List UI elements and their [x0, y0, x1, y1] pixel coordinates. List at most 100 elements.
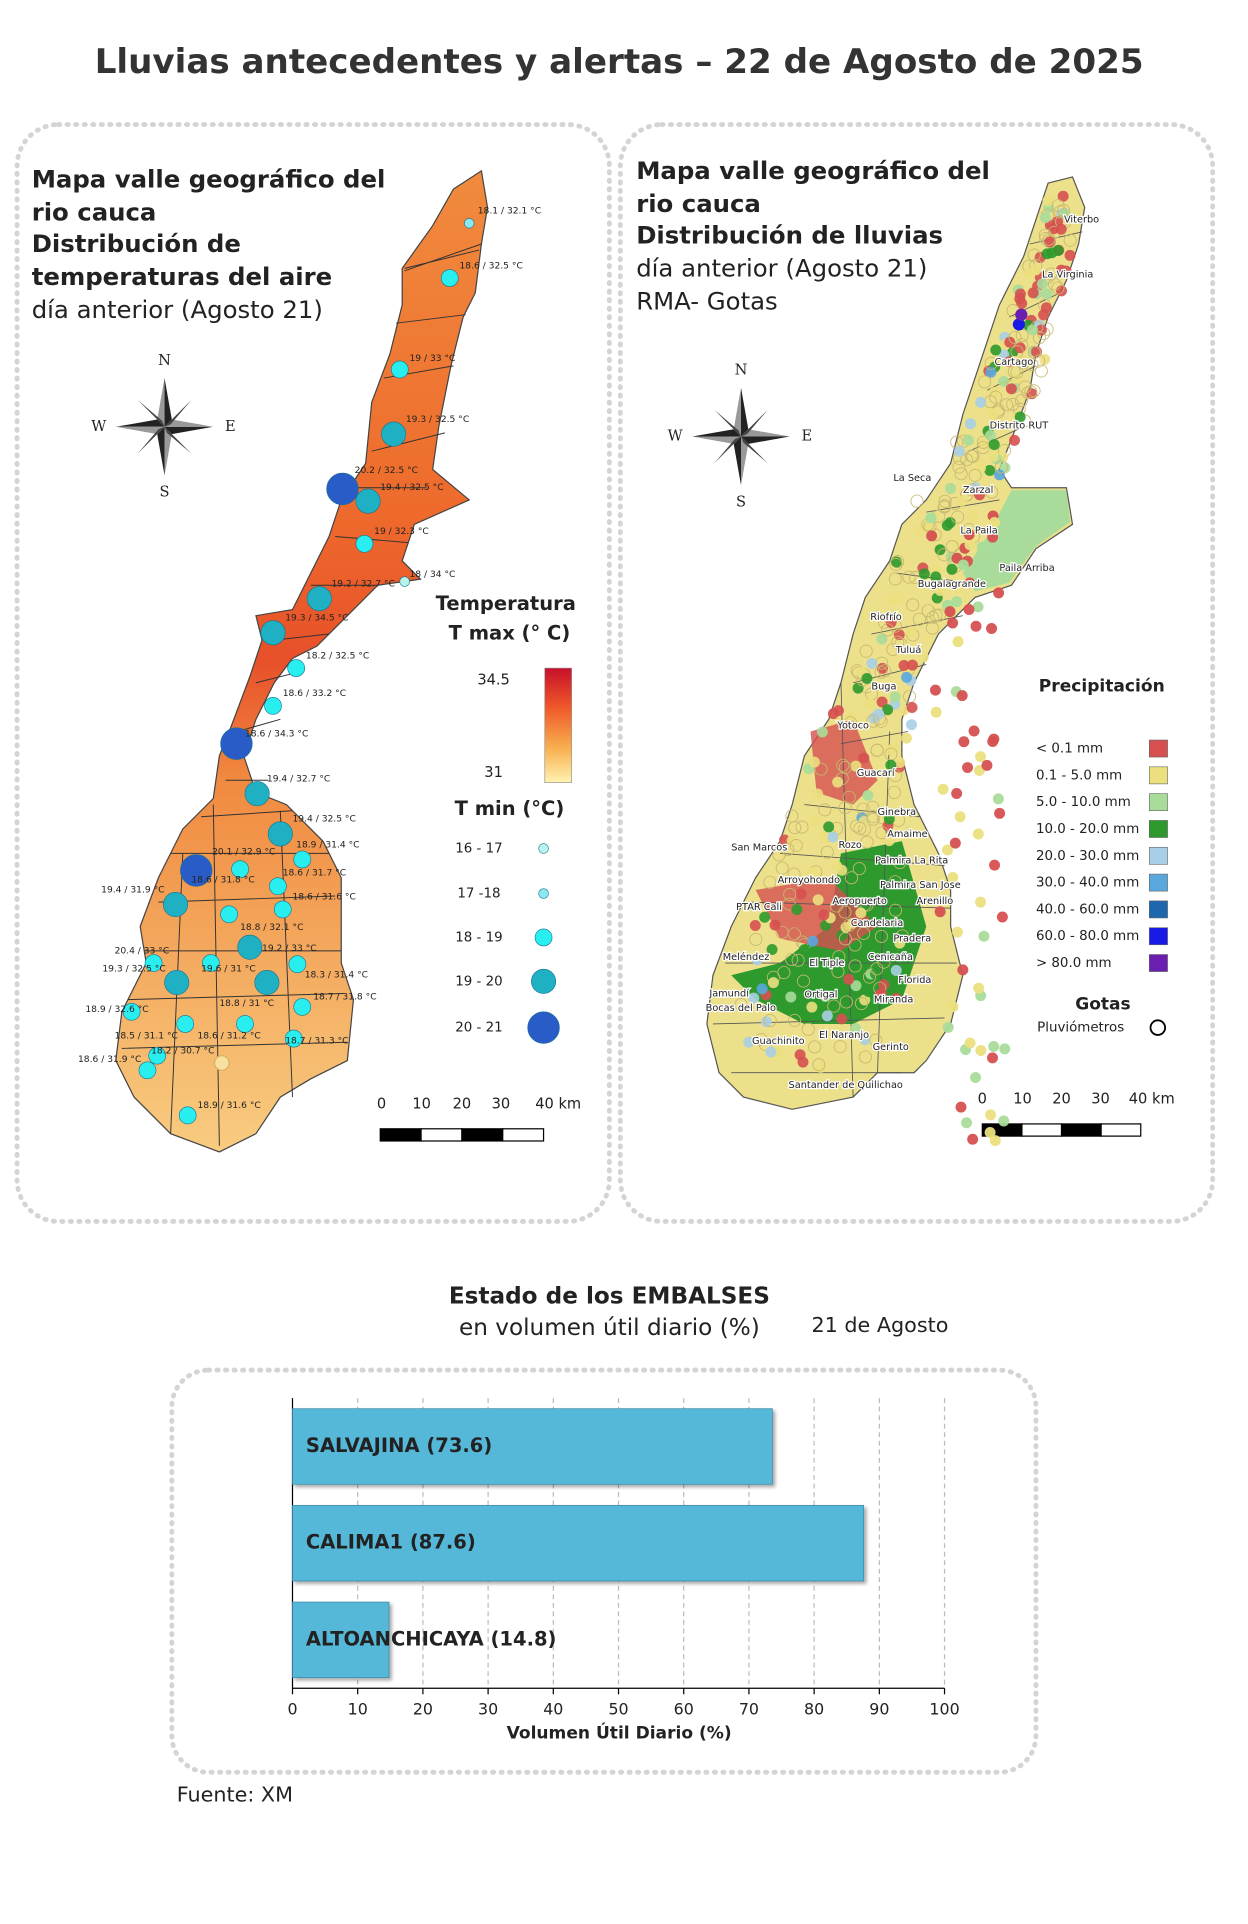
drop — [901, 732, 913, 744]
drop — [929, 684, 941, 696]
bar-label: ALTOANCHICAYA (14.8) — [306, 1627, 557, 1650]
drop — [974, 489, 986, 501]
scale-bar — [502, 1128, 545, 1142]
gauge — [734, 998, 748, 1012]
drop — [951, 788, 963, 800]
gauge — [832, 950, 846, 964]
drop — [990, 344, 1002, 356]
gauge — [866, 800, 880, 814]
drop — [858, 752, 870, 764]
drop — [816, 726, 828, 738]
gauge — [888, 572, 902, 586]
station-dot — [220, 905, 238, 924]
gauge — [783, 887, 797, 901]
drop — [876, 633, 888, 645]
compass-letter: E — [225, 418, 236, 435]
town-label: Yotoco — [836, 720, 869, 731]
map-title: Distribución de — [32, 229, 241, 258]
station-label: 18.9 / 31.6 °C — [197, 1101, 260, 1111]
station-dot — [264, 697, 282, 715]
legend-title: Gotas — [1075, 994, 1131, 1014]
rain-zone — [962, 490, 1071, 592]
gauge — [910, 494, 924, 508]
station-dot — [293, 998, 312, 1016]
drop — [827, 831, 839, 843]
drop — [957, 559, 969, 571]
station-dot — [287, 659, 305, 677]
legend-label: Pluviómetros — [1037, 1020, 1124, 1036]
drop — [889, 691, 901, 703]
drop — [1005, 383, 1017, 395]
drop — [956, 690, 968, 702]
gauge — [842, 790, 856, 804]
station-dot — [293, 850, 312, 869]
drop — [749, 920, 761, 931]
drop — [1004, 336, 1016, 348]
legend-label: 16 - 17 — [455, 841, 502, 856]
gauge — [1018, 380, 1032, 394]
gauge — [852, 862, 866, 876]
drop — [994, 807, 1006, 819]
drop — [942, 844, 953, 856]
legend-swatch — [1148, 793, 1168, 812]
station-label: 19.3 / 32.5 °C — [102, 965, 165, 975]
drop — [1038, 309, 1050, 321]
legend-symbol — [534, 928, 553, 947]
gauge — [833, 1040, 847, 1054]
drop — [951, 596, 963, 608]
drop — [942, 1021, 954, 1033]
drop — [885, 759, 897, 771]
town-label: San Marcos — [731, 842, 787, 853]
gauge — [888, 875, 902, 889]
drop — [743, 1036, 755, 1048]
drop — [968, 725, 980, 737]
drop — [1014, 411, 1026, 423]
station-label: 18.9 / 32.6 °C — [85, 1005, 148, 1015]
station-label: 19.4 / 32.5 °C — [293, 815, 356, 825]
drop — [769, 919, 781, 931]
station-dot — [213, 1055, 230, 1071]
drop — [885, 744, 897, 756]
station-dot — [464, 218, 475, 229]
gauge — [787, 927, 801, 941]
gauge — [888, 903, 903, 917]
gauge — [866, 714, 880, 728]
drop — [1042, 195, 1054, 207]
drop — [843, 973, 855, 985]
town-label: PTAR Cali — [736, 902, 782, 913]
gauge — [976, 441, 990, 455]
drop — [808, 756, 820, 768]
legend-label: < 0.1 mm — [1036, 742, 1103, 757]
scale-label: 40 km — [1129, 1091, 1175, 1108]
station-dot — [273, 900, 292, 919]
drop — [958, 736, 970, 748]
gauge — [1006, 397, 1020, 411]
gauge — [788, 1013, 802, 1027]
gauge — [1032, 331, 1046, 345]
legend-label: 30.0 - 40.0 mm — [1036, 876, 1139, 891]
gauge — [869, 1033, 883, 1047]
town-label: Aeropuerto — [832, 896, 886, 907]
drop — [957, 964, 969, 976]
drop — [1023, 267, 1035, 279]
drop — [946, 563, 958, 575]
legend-label: 20.0 - 30.0 mm — [1036, 849, 1139, 864]
legend-label: 34.5 — [477, 671, 510, 688]
compass-letter: S — [736, 493, 746, 510]
town-label: El Tiple — [809, 958, 844, 969]
district-line — [404, 243, 482, 272]
gauge — [902, 570, 916, 584]
station-dot — [440, 269, 459, 287]
map-title: rio cauca — [32, 198, 157, 227]
gauge — [787, 867, 801, 881]
legend-label: 40.0 - 60.0 mm — [1036, 902, 1139, 917]
station-label: 18.6 / 33.2 °C — [283, 689, 346, 699]
station-dot — [163, 892, 188, 918]
drop — [845, 710, 857, 722]
drop — [795, 888, 807, 900]
station-dot — [260, 620, 286, 646]
town-label: Miranda — [874, 995, 913, 1006]
drop — [767, 977, 779, 989]
town-label: Arroyohondo — [778, 875, 841, 886]
